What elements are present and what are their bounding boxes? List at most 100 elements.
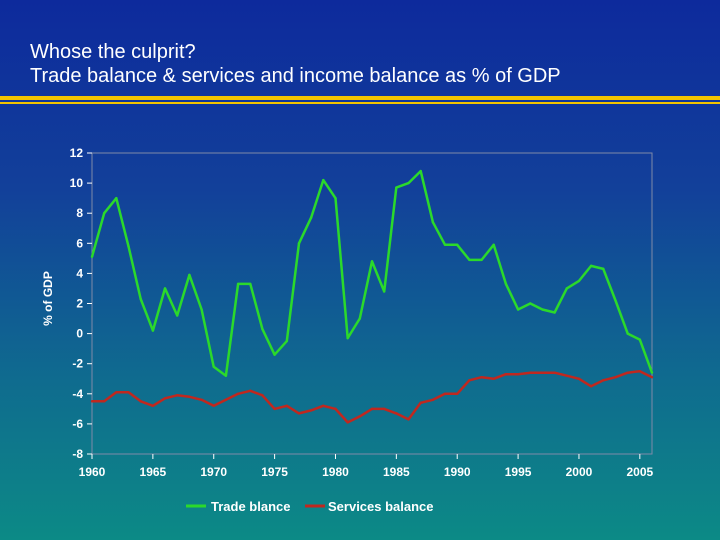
data-point xyxy=(212,365,215,368)
data-point xyxy=(139,400,142,403)
y-tick-label: 6 xyxy=(76,236,83,250)
data-point xyxy=(334,196,337,200)
data-point xyxy=(565,287,568,290)
data-point xyxy=(273,353,276,356)
series-line-services-balance xyxy=(92,369,653,424)
x-tick-label: 1980 xyxy=(322,465,349,479)
data-point xyxy=(650,376,654,379)
data-point xyxy=(577,377,581,380)
data-point xyxy=(553,371,556,374)
x-tick-label: 2000 xyxy=(566,465,593,479)
x-tick-label: 1985 xyxy=(383,465,410,479)
data-point xyxy=(261,394,264,397)
data-point xyxy=(443,392,447,395)
x-tick-label: 1975 xyxy=(261,465,288,479)
data-point xyxy=(200,308,203,311)
data-point xyxy=(614,376,617,379)
data-point xyxy=(541,371,544,374)
data-point xyxy=(650,371,654,374)
y-tick-label: -4 xyxy=(72,387,83,401)
data-point xyxy=(90,400,94,403)
data-point xyxy=(102,212,106,215)
data-point xyxy=(382,407,386,411)
data-point xyxy=(626,371,629,374)
legend: Trade blance Services balance xyxy=(186,499,434,514)
data-point xyxy=(151,404,155,408)
data-point xyxy=(516,308,520,311)
legend-label-trade-blance: Trade blance xyxy=(211,499,290,514)
data-point xyxy=(456,392,459,395)
data-point xyxy=(90,255,94,259)
data-point xyxy=(188,273,191,277)
legend-label-services-balance: Services balance xyxy=(328,499,434,514)
data-point xyxy=(492,377,495,380)
y-tick-label: -8 xyxy=(72,447,83,461)
series-line-trade-blance xyxy=(90,169,654,377)
slide-title: Whose the culprit? Trade balance & servi… xyxy=(30,40,561,88)
x-tick-label: 1995 xyxy=(505,465,532,479)
title-divider-thick xyxy=(0,96,720,100)
data-point xyxy=(322,404,325,408)
y-tick-label: -2 xyxy=(72,357,83,371)
data-point xyxy=(176,394,179,397)
data-point xyxy=(224,374,228,377)
data-point xyxy=(431,221,435,224)
data-point xyxy=(395,186,398,189)
data-point xyxy=(577,279,581,283)
data-point xyxy=(102,400,106,403)
data-point xyxy=(443,243,447,247)
slide-title-line-2: Trade balance & services and income bala… xyxy=(30,65,561,87)
title-divider-thin xyxy=(0,102,720,104)
data-point xyxy=(431,398,435,402)
data-point xyxy=(115,391,118,394)
data-point xyxy=(407,181,410,185)
data-point xyxy=(297,412,301,415)
y-tick-label: 2 xyxy=(76,297,83,311)
data-point xyxy=(638,370,642,373)
y-tick-label: -6 xyxy=(72,417,83,431)
data-point xyxy=(516,373,520,376)
data-point xyxy=(139,297,142,301)
y-tick-label: 10 xyxy=(70,176,84,190)
data-point xyxy=(395,412,398,415)
data-point xyxy=(638,338,642,341)
data-point xyxy=(249,282,252,286)
data-point xyxy=(492,243,495,247)
data-point xyxy=(382,290,386,293)
x-tick-label: 1990 xyxy=(444,465,471,479)
data-point xyxy=(541,308,544,311)
data-point xyxy=(504,282,508,286)
data-point xyxy=(370,407,374,411)
data-point xyxy=(322,178,325,182)
data-point xyxy=(176,314,179,317)
data-point xyxy=(358,415,362,418)
data-point xyxy=(309,216,313,219)
data-point xyxy=(285,404,288,408)
data-point xyxy=(261,327,264,331)
data-point xyxy=(127,391,130,394)
data-point xyxy=(370,260,374,263)
data-point xyxy=(297,242,301,245)
data-point xyxy=(163,397,167,400)
data-point xyxy=(468,258,471,262)
data-point xyxy=(480,376,483,379)
y-tick-label: 4 xyxy=(76,266,83,280)
data-point xyxy=(346,336,349,340)
data-point xyxy=(504,373,508,376)
axes: 12 10 8 6 4 2 0 -2 -4 -6 -8 1960 1965 1970 1975 1980 198… xyxy=(70,146,654,479)
data-point xyxy=(602,267,605,271)
data-point xyxy=(407,418,410,421)
x-tick-label: 1965 xyxy=(140,465,167,479)
data-point xyxy=(249,389,252,392)
data-point xyxy=(115,196,118,200)
data-point xyxy=(358,317,362,320)
data-point xyxy=(589,385,593,388)
data-point xyxy=(334,407,337,411)
data-point xyxy=(553,311,556,314)
y-tick-label: 0 xyxy=(76,327,83,341)
series-layer xyxy=(90,169,654,424)
data-point xyxy=(127,245,130,248)
data-point xyxy=(456,243,459,247)
data-point xyxy=(419,401,422,405)
